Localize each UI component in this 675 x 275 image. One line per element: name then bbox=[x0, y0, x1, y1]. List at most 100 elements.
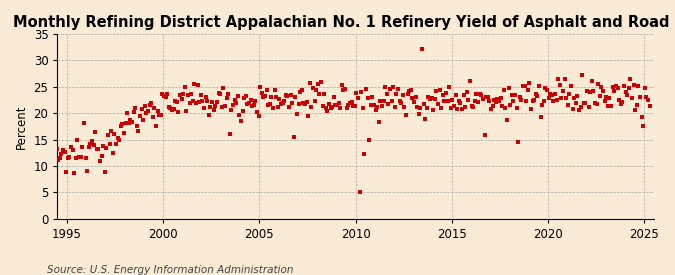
Point bbox=[306, 105, 317, 109]
Point bbox=[359, 152, 370, 156]
Point bbox=[83, 144, 94, 149]
Point bbox=[415, 106, 426, 110]
Point bbox=[524, 81, 535, 85]
Point bbox=[226, 108, 237, 112]
Point bbox=[362, 95, 373, 100]
Point bbox=[516, 97, 526, 102]
Point bbox=[518, 84, 529, 89]
Point bbox=[475, 92, 485, 97]
Point bbox=[175, 93, 186, 98]
Point bbox=[431, 89, 442, 93]
Point bbox=[186, 92, 196, 97]
Point bbox=[343, 103, 354, 108]
Point bbox=[151, 124, 161, 129]
Point bbox=[587, 79, 597, 84]
Point bbox=[643, 98, 653, 102]
Point bbox=[288, 135, 299, 139]
Point bbox=[223, 92, 234, 96]
Point bbox=[531, 92, 541, 97]
Point bbox=[485, 107, 496, 111]
Point bbox=[309, 99, 320, 104]
Point bbox=[638, 124, 649, 128]
Point bbox=[76, 155, 86, 159]
Point bbox=[487, 103, 498, 108]
Point bbox=[644, 104, 655, 108]
Point bbox=[367, 95, 378, 99]
Point bbox=[543, 96, 554, 100]
Point bbox=[335, 106, 346, 110]
Point bbox=[88, 142, 99, 147]
Point bbox=[546, 93, 557, 97]
Point bbox=[194, 100, 205, 104]
Point bbox=[167, 108, 178, 112]
Point bbox=[588, 89, 599, 93]
Point bbox=[522, 88, 533, 92]
Point bbox=[63, 156, 74, 160]
Point bbox=[541, 87, 552, 92]
Point bbox=[98, 144, 109, 148]
Point bbox=[418, 102, 429, 106]
Point bbox=[227, 103, 238, 107]
Text: Source: U.S. Energy Information Administration: Source: U.S. Energy Information Administ… bbox=[47, 265, 294, 275]
Point bbox=[389, 104, 400, 109]
Point bbox=[99, 170, 110, 174]
Point bbox=[597, 89, 608, 93]
Point bbox=[127, 119, 138, 124]
Point bbox=[630, 108, 641, 112]
Point bbox=[176, 97, 187, 101]
Point bbox=[90, 130, 101, 134]
Point bbox=[130, 106, 140, 111]
Point bbox=[140, 104, 151, 109]
Point bbox=[387, 85, 398, 90]
Point bbox=[636, 114, 647, 119]
Point bbox=[393, 86, 404, 91]
Point bbox=[317, 104, 328, 108]
Point bbox=[329, 94, 340, 99]
Point bbox=[128, 110, 139, 114]
Point bbox=[348, 104, 358, 108]
Point bbox=[519, 84, 530, 88]
Point bbox=[290, 95, 301, 99]
Point bbox=[450, 93, 461, 97]
Point bbox=[386, 98, 397, 103]
Point bbox=[577, 73, 588, 77]
Point bbox=[570, 101, 581, 105]
Point bbox=[101, 145, 112, 150]
Point bbox=[582, 89, 593, 94]
Point bbox=[115, 123, 126, 128]
Point bbox=[545, 92, 556, 96]
Point bbox=[402, 92, 413, 96]
Point bbox=[609, 89, 620, 93]
Point bbox=[325, 106, 336, 110]
Point bbox=[551, 98, 562, 103]
Point bbox=[356, 90, 367, 94]
Point bbox=[416, 46, 427, 51]
Point bbox=[254, 85, 265, 90]
Point bbox=[253, 114, 264, 119]
Point bbox=[43, 160, 54, 164]
Point bbox=[457, 107, 468, 111]
Point bbox=[585, 89, 595, 94]
Point bbox=[346, 100, 357, 104]
Point bbox=[591, 102, 602, 106]
Point bbox=[144, 103, 155, 107]
Point bbox=[537, 103, 547, 107]
Point bbox=[492, 97, 503, 101]
Point bbox=[216, 104, 227, 109]
Point bbox=[472, 100, 483, 104]
Point bbox=[221, 96, 232, 100]
Point bbox=[218, 86, 229, 90]
Point bbox=[293, 102, 304, 106]
Point bbox=[357, 106, 368, 111]
Point bbox=[57, 148, 68, 152]
Point bbox=[200, 95, 211, 99]
Point bbox=[556, 96, 567, 100]
Point bbox=[327, 105, 338, 109]
Point bbox=[429, 97, 440, 101]
Point bbox=[337, 83, 348, 87]
Point bbox=[114, 138, 125, 142]
Point bbox=[452, 107, 462, 111]
Point bbox=[180, 85, 190, 89]
Point bbox=[437, 93, 448, 97]
Point bbox=[601, 95, 612, 99]
